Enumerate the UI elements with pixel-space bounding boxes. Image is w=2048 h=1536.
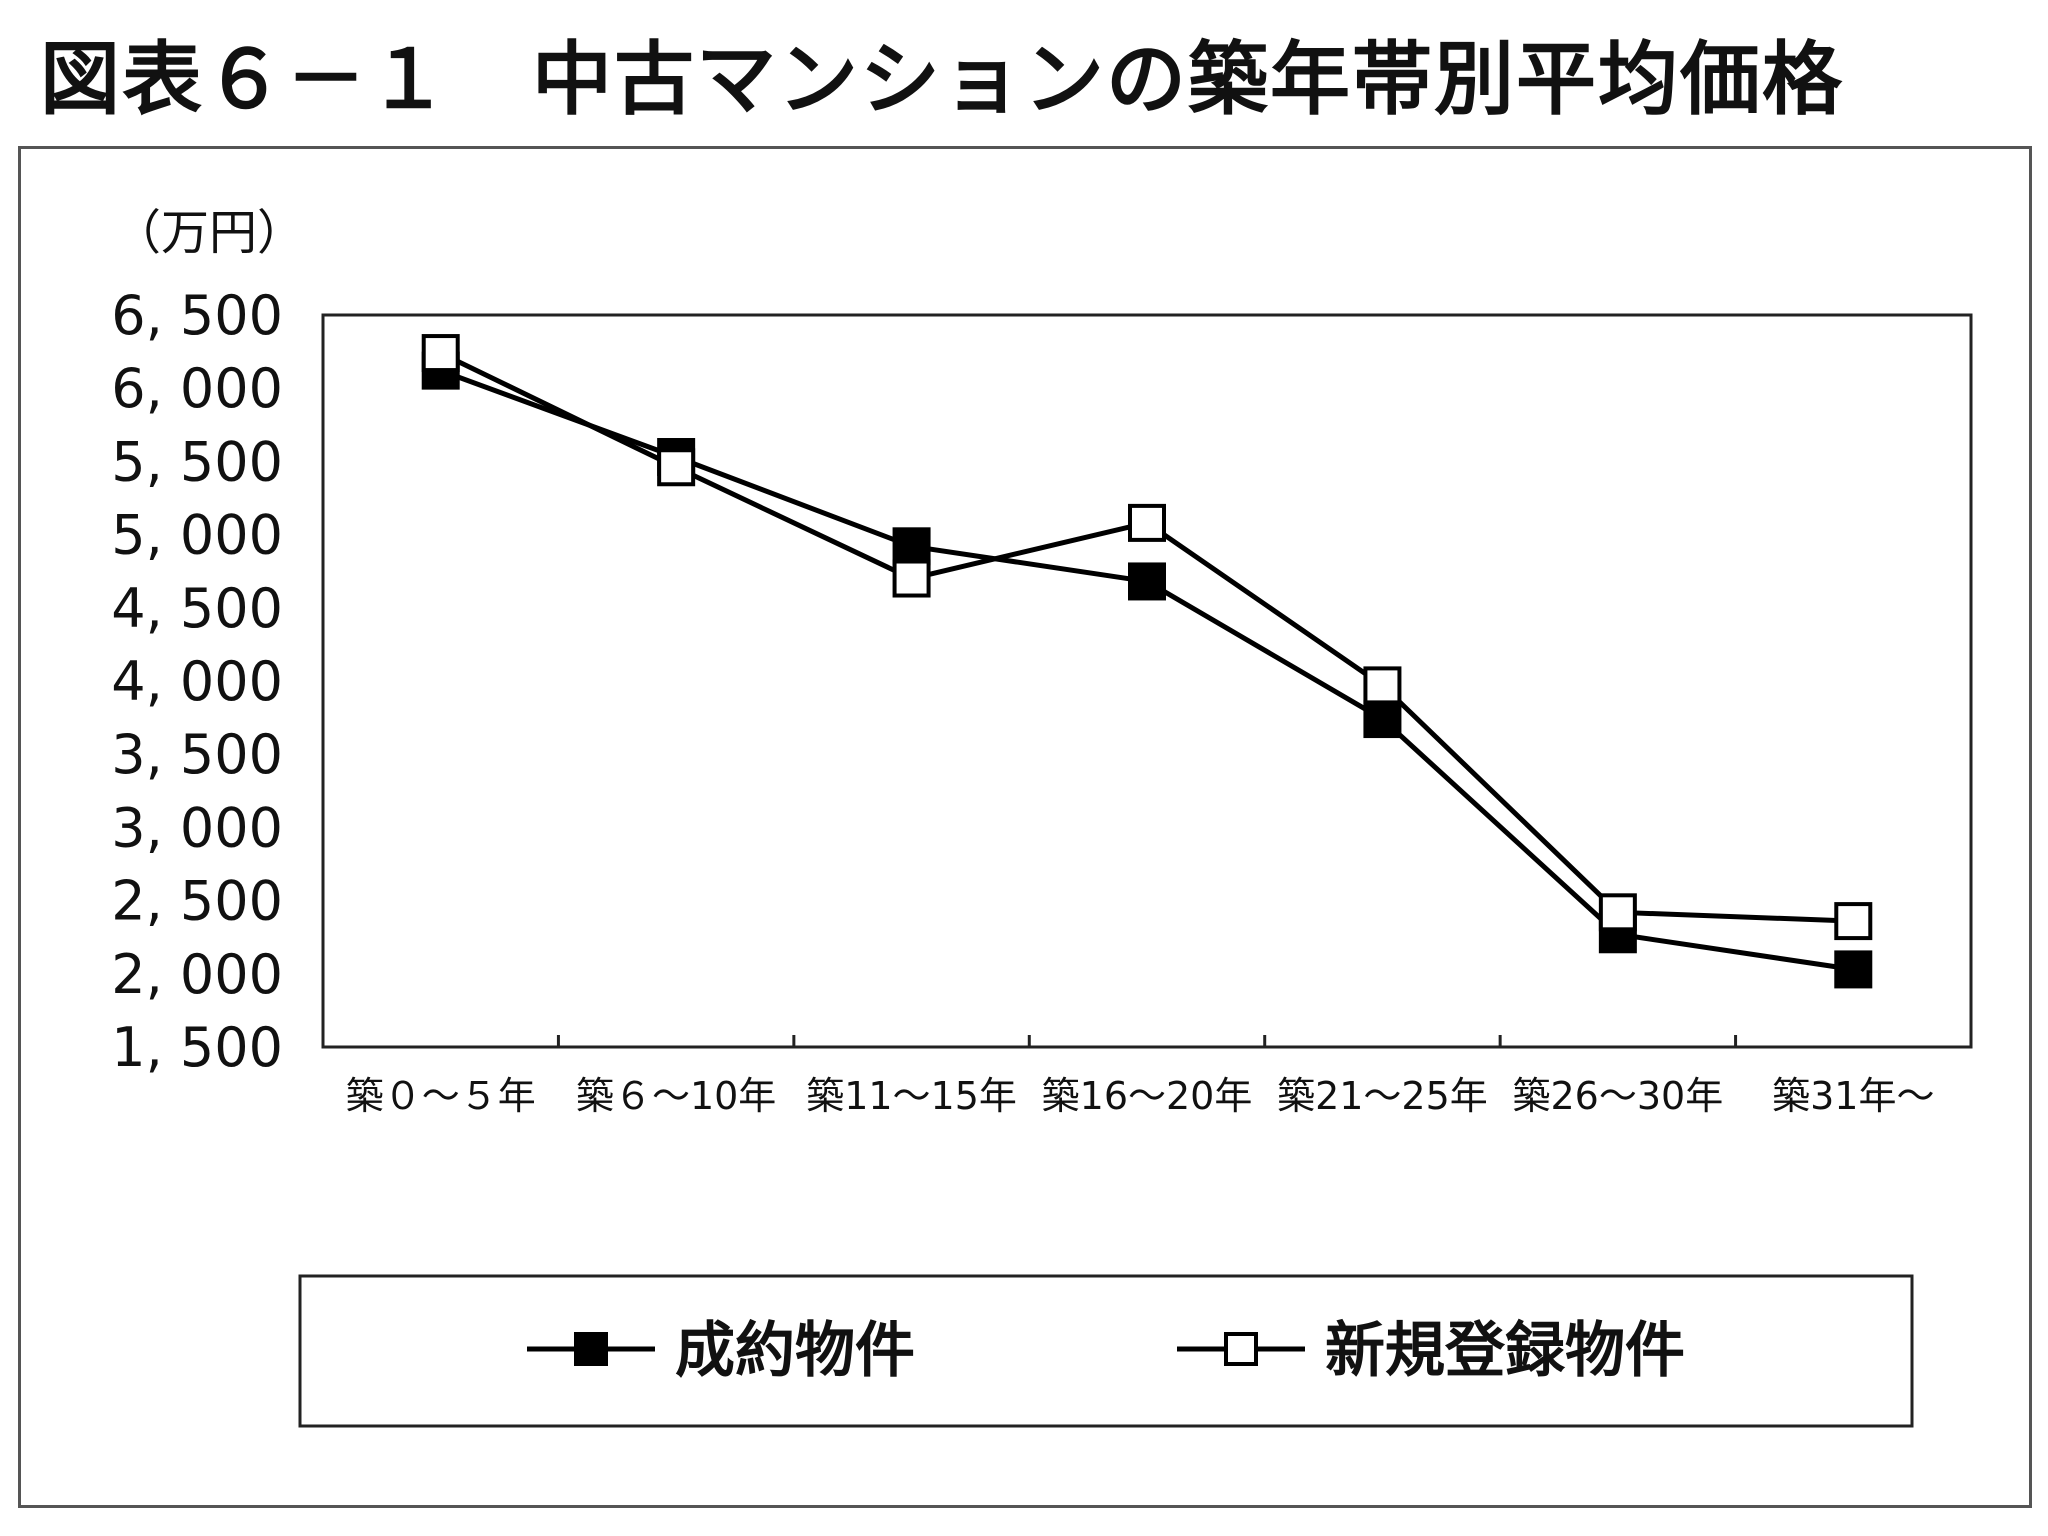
plot-layer: 6, 500 6, 000 5, 500 5, 000 4, 500 4, 000 3, 5… xyxy=(111,284,1973,1118)
y-tick-label: 3, 500 xyxy=(111,723,283,786)
legend-label-0: 成約物件 xyxy=(675,1316,915,1386)
series-0-point xyxy=(1834,950,1873,989)
y-tick-label: 5, 000 xyxy=(111,504,283,567)
y-tick-label: 5, 500 xyxy=(111,430,283,493)
x-category-label: 築21～25年 xyxy=(1277,1074,1488,1118)
y-tick-label: 3, 000 xyxy=(111,796,283,859)
page-title: 図表６－１ 中古マンションの築年帯別平均価格 xyxy=(40,33,1844,126)
series-0-point xyxy=(892,527,931,566)
series-1-point xyxy=(892,559,931,598)
legend-label-1: 新規登録物件 xyxy=(1325,1316,1685,1386)
y-tick-label: 4, 000 xyxy=(111,650,283,713)
series-1-point xyxy=(1598,893,1637,932)
plot-area xyxy=(321,313,1973,1049)
y-tick-label: 2, 500 xyxy=(111,870,283,933)
series-1-point xyxy=(421,334,460,373)
x-category-label: 築26～30年 xyxy=(1512,1074,1723,1118)
x-category-label: 築11～15年 xyxy=(806,1074,1017,1118)
y-tick-label: 4, 500 xyxy=(111,577,283,640)
series-1-point xyxy=(1128,503,1166,542)
y-tick-label: 2, 000 xyxy=(111,943,283,1006)
x-category-label: 築16～20年 xyxy=(1042,1074,1253,1118)
y-tick-label: 6, 000 xyxy=(111,357,283,420)
chart-frame: （万円） 6, 500 6, 000 5, 500 5, 000 4, 500 4, 00… xyxy=(18,146,2032,1508)
x-category-label: 築６～10年 xyxy=(576,1074,776,1118)
x-category-label: 築31年～ xyxy=(1772,1074,1934,1118)
y-tick-label: 1, 500 xyxy=(111,1016,283,1079)
legend-marker-1 xyxy=(1224,1332,1258,1366)
series-1-point xyxy=(1363,666,1402,705)
legend: 成約物件 新規登録物件 xyxy=(298,1274,1914,1428)
x-category-label: 築０～５年 xyxy=(346,1074,536,1118)
series-1-point xyxy=(1834,902,1873,941)
series-1-point xyxy=(657,448,696,487)
legend-marker-0 xyxy=(574,1332,608,1366)
chart-svg: （万円） 6, 500 6, 000 5, 500 5, 000 4, 500 4, 00… xyxy=(111,205,1973,1428)
series-0-point xyxy=(1363,700,1402,739)
y-tick-label: 6, 500 xyxy=(111,284,283,347)
y-unit-label: （万円） xyxy=(113,205,305,261)
series-0-point xyxy=(1128,562,1166,601)
